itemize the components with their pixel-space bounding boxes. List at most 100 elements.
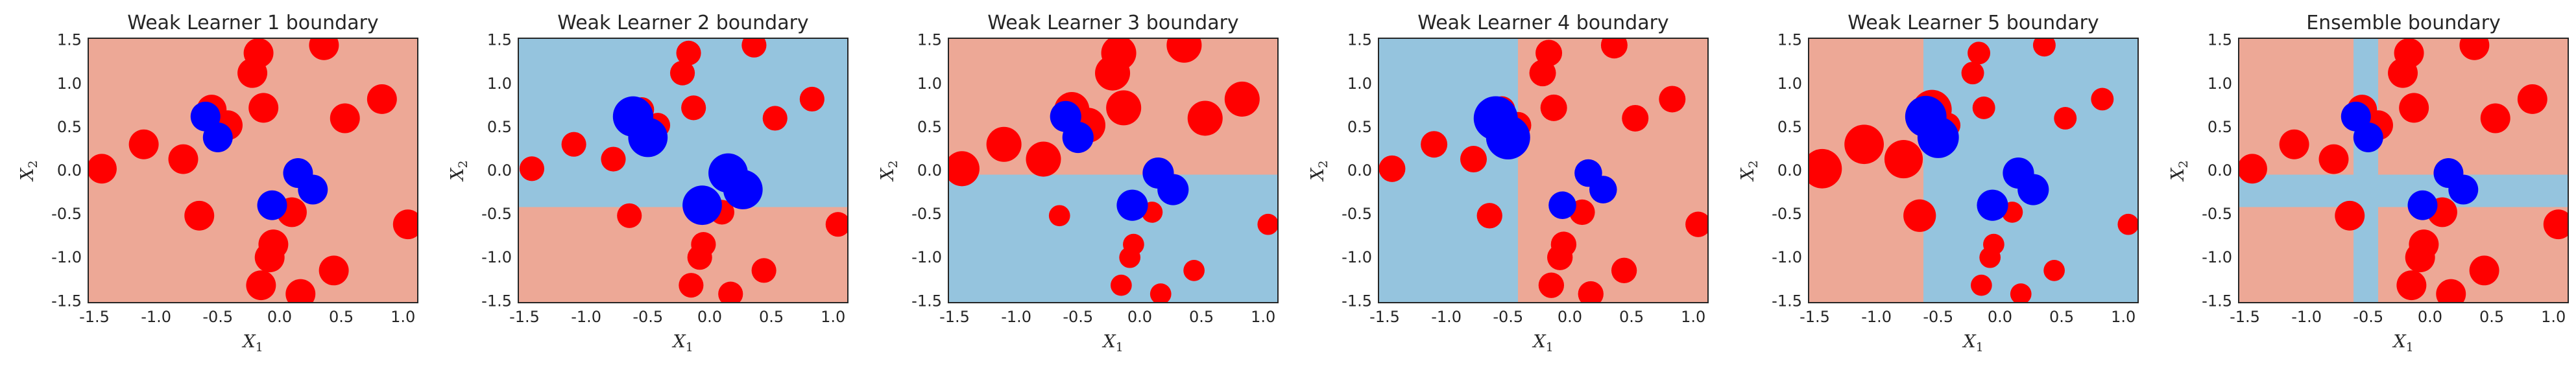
point-red-14 [2010,283,2032,303]
point-red-2 [986,126,1022,162]
point-red-8 [1101,38,1137,71]
chart-panel-3: -1.5 -1.0 -0.5 0.0 0.5 1.0 -1.5 -1.0 -0.5 0.0 0.5 1… [878,12,1279,355]
x-tick-label-2: -1.0 [1431,308,1462,326]
point-red-17 [1622,104,1649,132]
y-axis-label: X2 [1308,160,1330,181]
point-blue-21 [628,117,668,157]
point-red-15 [1166,38,1202,63]
y-tick-label-4: 0.0 [57,161,82,180]
x-tick-label-5: 0.5 [2479,308,2504,326]
y-tick-label-6: 1.0 [2208,75,2232,93]
point-red-1 [2239,154,2267,184]
x-axis-label: X1 [241,332,263,355]
data-points [519,38,848,303]
y-tick-label-7: 1.5 [1347,31,1372,49]
y-axis-label: X2 [448,160,470,181]
x-tick-label-4: 0.0 [1558,308,1582,326]
chart-panel-5: -1.5 -1.0 -0.5 0.0 0.5 1.0 -1.5 -1.0 -0.5 0.0 0.5 1… [1738,12,2139,355]
y-tick-label-1: -1.5 [911,292,942,310]
point-red-3 [1884,139,1923,179]
point-blue-22 [682,185,722,226]
y-tick-label-6: 1.0 [1347,75,1372,93]
y-tick-label-4: 0.0 [917,161,942,180]
x-tick-label-6: 1.0 [2111,308,2136,326]
x-axis-label: X1 [671,332,693,355]
x-tick-label-2: -1.0 [2291,308,2322,326]
x-tick-label-4: 0.0 [1127,308,1152,326]
point-red-15 [309,38,339,60]
y-tick-label-1: -1.5 [51,292,82,310]
data-points [88,38,418,303]
y-tick-label-3: -0.5 [911,205,942,223]
point-red-9 [1540,94,1567,121]
x-tick-label-4: 0.0 [2418,308,2442,326]
point-red-18 [1659,86,1686,113]
point-blue-24 [298,174,328,205]
x-tick-label-4: 0.0 [267,308,292,326]
point-red-9 [1106,90,1142,126]
y-tick-label-4: 0.0 [1777,161,1802,180]
point-red-19 [2543,209,2568,240]
plot-frame [1808,38,2139,303]
point-red-11 [687,245,712,270]
y-tick-label-5: 0.5 [487,118,512,136]
y-tick-label-5: 0.5 [2208,118,2232,136]
y-tick-label-4: 0.0 [2208,161,2232,180]
point-red-7 [1961,62,1984,85]
x-tick-label-1: -1.5 [1369,308,1400,326]
y-tick-label-3: -0.5 [51,205,82,223]
chart-panel-4: -1.5 -1.0 -0.5 0.0 0.5 1.0 -1.5 -1.0 -0.5 0.0 0.5 1… [1308,12,1709,355]
y-tick-label-6: 1.0 [487,75,512,93]
plot-frame [88,38,418,303]
data-points [1809,38,2138,303]
point-red-8 [243,38,274,68]
x-tick-label-5: 0.5 [329,308,354,326]
y-tick-label-2: -1.0 [911,248,942,266]
point-red-12 [1111,274,1132,296]
point-blue-24 [2448,174,2479,205]
point-red-19 [2117,213,2138,235]
x-tick-label-3: -0.5 [1923,308,1953,326]
point-red-9 [2399,93,2429,123]
point-blue-21 [1062,121,1094,154]
y-tick-label-7: 1.5 [917,31,942,49]
point-red-12 [2396,270,2427,301]
point-red-9 [248,93,279,123]
point-blue-22 [1548,191,1576,219]
point-blue-24 [1157,174,1189,205]
point-red-11 [1119,246,1141,268]
point-red-19 [392,209,418,240]
point-red-17 [1187,100,1223,136]
data-points [2239,38,2568,303]
chart-title: Weak Learner 2 boundary [557,12,808,34]
y-tick-label-2: -1.0 [481,248,512,266]
y-tick-label-1: -1.5 [2202,292,2232,310]
plot-frame [1378,38,1709,303]
point-blue-24 [723,170,763,209]
y-tick-label-3: -0.5 [481,205,512,223]
point-red-12 [679,273,704,298]
point-blue-22 [2407,190,2438,220]
point-red-12 [1538,272,1565,298]
point-red-4 [1048,205,1070,227]
y-tick-label-3: -0.5 [2202,205,2232,223]
point-red-16 [2043,259,2065,281]
point-red-14 [1578,281,1604,303]
point-red-3 [168,144,199,174]
point-red-15 [741,38,767,58]
point-red-7 [1529,60,1556,87]
point-red-17 [2480,103,2510,134]
x-tick-label-1: -1.5 [2230,308,2260,326]
chart-panel-2: -1.5 -1.0 -0.5 0.0 0.5 1.0 -1.5 -1.0 -0.5 0.0 0.5 1… [448,12,849,355]
x-axis-label: X1 [1532,332,1553,355]
point-red-19 [825,212,848,237]
y-tick-label-5: 0.5 [917,118,942,136]
point-red-14 [2436,279,2466,303]
point-blue-21 [202,122,233,152]
data-points [1378,38,1708,303]
point-red-3 [601,146,626,172]
point-red-16 [319,255,349,286]
point-blue-24 [1589,176,1617,203]
x-tick-label-3: -0.5 [1493,308,1523,326]
